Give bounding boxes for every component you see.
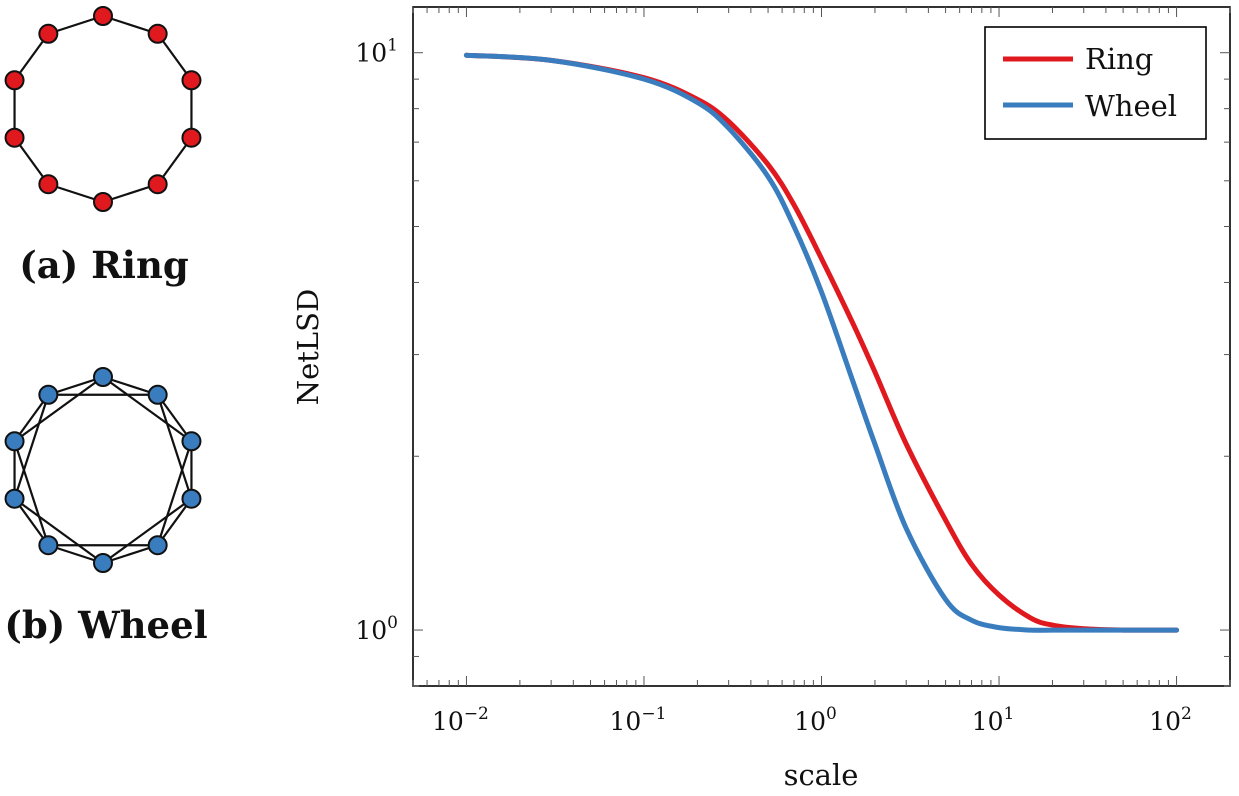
- axis-ticks: [412, 7, 1231, 687]
- tick-labels: 10−2 10−1 100 101 102 100 101: [355, 36, 1192, 736]
- wheel-node: [181, 431, 202, 452]
- series-line-wheel: [463, 52, 1180, 633]
- wheel-edge: [156, 440, 193, 546]
- wheel-caption: (b) Wheel: [4, 603, 207, 647]
- x-tick-label: 100: [794, 704, 837, 736]
- ring-node: [147, 174, 168, 195]
- ring-node: [38, 174, 59, 195]
- ring-node: [181, 70, 202, 91]
- ring-node: [93, 6, 113, 26]
- ring-node: [147, 23, 168, 44]
- wheel-node: [38, 535, 59, 556]
- ring-node: [38, 23, 59, 44]
- wheel-edge: [156, 394, 193, 500]
- x-tick-label: 102: [1149, 704, 1192, 736]
- wheel-node: [93, 553, 113, 573]
- wheel-graph: [4, 367, 202, 573]
- wheel-node: [4, 488, 25, 509]
- x-tick-label: 10−1: [610, 704, 667, 736]
- wheel-node: [181, 488, 202, 509]
- ring-graph: [4, 6, 202, 212]
- wheel-edge: [102, 497, 193, 564]
- series-lines: [463, 52, 1180, 633]
- ring-node: [181, 127, 202, 148]
- wheel-node: [38, 384, 59, 405]
- netlsd-chart: 10−2 10−1 100 101 102 100 101 scale NetLSD Rin…: [291, 6, 1231, 792]
- legend-box: [984, 26, 1207, 140]
- wheel-node: [147, 535, 168, 556]
- wheel-node: [93, 367, 113, 387]
- y-tick-label: 100: [355, 613, 398, 645]
- y-tick-label: 101: [355, 36, 398, 68]
- wheel-node: [147, 384, 168, 405]
- wheel-node: [4, 431, 25, 452]
- wheel-edge: [13, 497, 104, 564]
- x-axis-label: scale: [784, 758, 859, 792]
- y-axis-label: NetLSD: [291, 289, 325, 406]
- wheel-edge: [13, 394, 50, 500]
- legend-label-wheel: Wheel: [1085, 89, 1177, 123]
- ring-node: [93, 192, 113, 212]
- series-line-ring: [463, 52, 1180, 633]
- x-tick-label: 10−2: [432, 704, 489, 736]
- wheel-edge: [13, 376, 104, 443]
- legend: Ring Wheel: [984, 26, 1207, 140]
- wheel-edge: [102, 376, 193, 443]
- wheel-edge: [13, 440, 50, 546]
- legend-label-ring: Ring: [1085, 42, 1153, 76]
- ring-node: [4, 127, 25, 148]
- x-tick-label: 101: [972, 704, 1015, 736]
- ring-node: [4, 70, 25, 91]
- ring-caption: (a) Ring: [19, 243, 188, 287]
